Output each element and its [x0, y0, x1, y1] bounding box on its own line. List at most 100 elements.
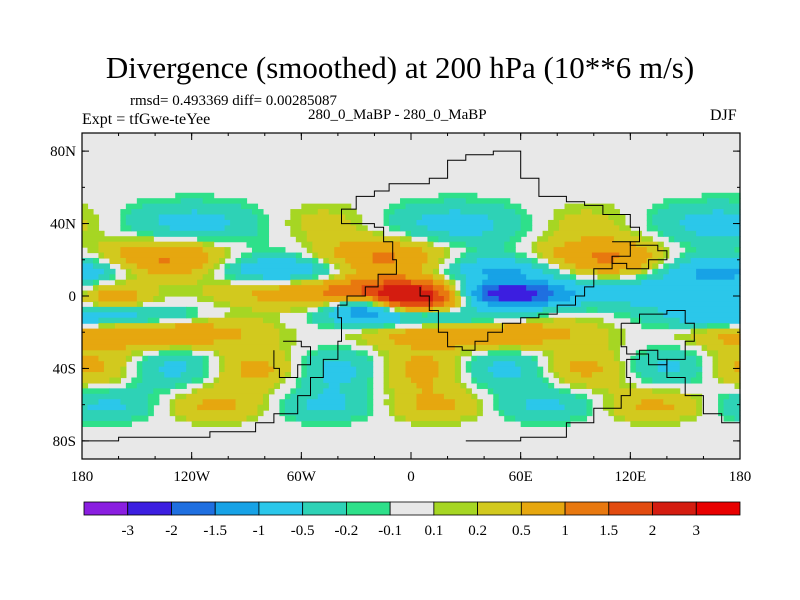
field-cell: [279, 404, 286, 411]
field-cell: [290, 279, 302, 286]
field-cell: [109, 274, 116, 281]
field-cell: [361, 328, 379, 335]
field-cell: [696, 355, 703, 362]
field-cell: [608, 328, 626, 335]
field-cell: [241, 328, 280, 335]
field-cell: [400, 306, 407, 313]
field-cell: [548, 285, 566, 292]
field-cell: [224, 247, 231, 254]
field-cell: [421, 214, 489, 221]
field-cell: [498, 410, 505, 417]
x-tick-label: 180: [729, 469, 752, 485]
field-cell: [389, 404, 396, 411]
field-cell: [82, 296, 100, 303]
field-cell: [652, 268, 659, 275]
field-cell: [537, 312, 549, 319]
field-cell: [114, 323, 176, 330]
field-cell: [734, 382, 741, 389]
field-cell: [400, 236, 412, 243]
field-cell: [251, 247, 286, 254]
field-cell: [591, 388, 609, 395]
field-cell: [548, 361, 555, 368]
field-cell: [602, 393, 615, 400]
field-cell: [306, 247, 313, 254]
colorbar-swatch: [564, 501, 610, 516]
field-cell: [82, 279, 94, 286]
field-cell: [657, 366, 681, 373]
field-cell: [405, 274, 434, 281]
field-cell: [339, 301, 368, 308]
field-cell: [465, 290, 472, 297]
field-cell: [383, 219, 390, 226]
field-cell: [465, 296, 472, 303]
field-cell: [646, 257, 659, 264]
field-cell: [718, 334, 741, 341]
field-cell: [153, 296, 165, 303]
field-cell: [575, 393, 588, 400]
colorbar-swatch: [477, 501, 522, 516]
field-cell: [443, 279, 450, 286]
field-cell: [202, 355, 209, 362]
field-cell: [498, 399, 527, 406]
field-cell: [202, 382, 215, 389]
field-cell: [175, 192, 215, 199]
field-cell: [432, 296, 445, 303]
field-cell: [493, 393, 500, 400]
field-cell: [498, 393, 577, 400]
field-cell: [213, 301, 231, 308]
field-cell: [630, 312, 664, 319]
field-cell: [312, 241, 341, 248]
field-cell: [350, 377, 368, 384]
field-cell: [520, 344, 609, 351]
field-cell: [295, 388, 324, 395]
field-cell: [646, 344, 681, 351]
field-cell: [438, 290, 450, 297]
field-cell: [356, 350, 368, 357]
field-cell: [169, 399, 176, 406]
field-cell: [482, 285, 500, 292]
field-cell: [208, 268, 215, 275]
field-cell: [367, 388, 374, 395]
comparison-label: 280_0_MaBP - 280_0_MaBP: [308, 107, 487, 123]
field-cell: [641, 279, 741, 286]
field-cell: [334, 306, 352, 313]
field-cell: [493, 219, 522, 226]
field-cell: [504, 247, 516, 254]
field-cell: [553, 214, 566, 221]
field-cell: [646, 350, 686, 357]
field-cell: [476, 285, 483, 292]
field-cell: [553, 252, 593, 259]
field-cell: [284, 372, 291, 379]
field-cell: [82, 361, 105, 368]
field-cell: [641, 236, 653, 243]
field-cell: [334, 274, 346, 281]
field-cell: [471, 317, 494, 324]
colorbar-label: -2: [165, 523, 178, 539]
colorbar-swatch: [171, 501, 216, 516]
field-cell: [284, 350, 291, 357]
field-cell: [701, 344, 708, 351]
field-cell: [432, 306, 450, 313]
field-cell: [564, 257, 599, 264]
field-cell: [449, 241, 467, 248]
field-cell: [635, 355, 697, 362]
field-cell: [520, 214, 533, 221]
field-cell: [334, 247, 423, 254]
field-cell: [98, 285, 160, 292]
field-cell: [213, 263, 220, 270]
field-cell: [290, 274, 313, 281]
field-cell: [411, 344, 456, 351]
field-cell: [476, 257, 516, 264]
field-cell: [301, 219, 352, 226]
field-cell: [301, 366, 308, 373]
field-cell: [559, 263, 577, 270]
field-cell: [87, 290, 100, 297]
field-cell: [125, 355, 132, 362]
field-cell: [460, 285, 467, 292]
field-cell: [323, 361, 352, 368]
field-cell: [158, 285, 204, 292]
field-cell: [646, 225, 659, 232]
field-cell: [405, 328, 571, 335]
field-cell: [389, 203, 407, 210]
field-cell: [306, 317, 313, 324]
